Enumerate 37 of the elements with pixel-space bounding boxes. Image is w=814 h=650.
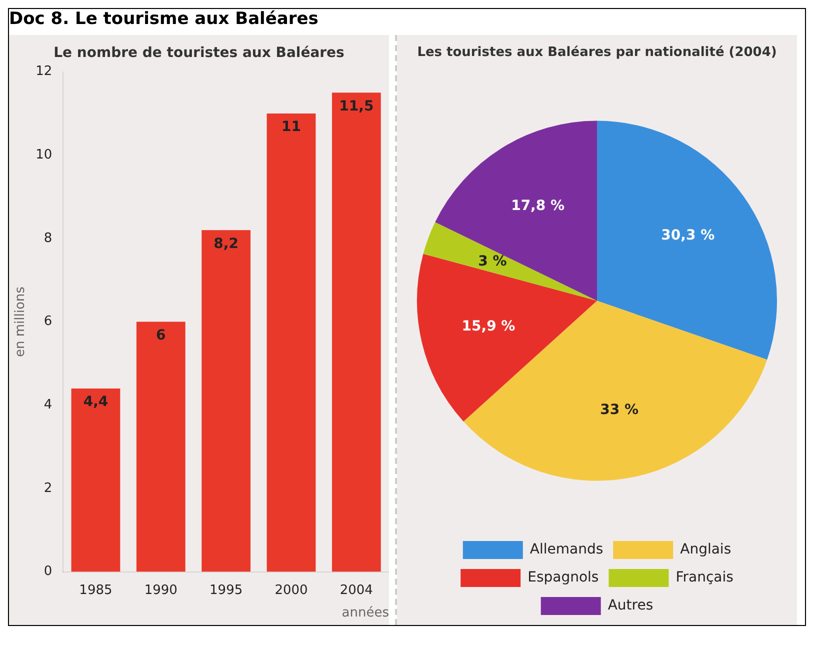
legend-label: Espagnols: [528, 570, 599, 586]
chart-title: Le nombre de touristes aux Baléares: [54, 45, 344, 62]
y-tick-label: 12: [36, 64, 52, 80]
x-tick-label: 1985: [79, 582, 112, 598]
data-label: 30,3 %: [661, 228, 715, 244]
text: Doc 8. Le tourisme aux Baléares: [9, 9, 320, 31]
bar: [71, 388, 120, 572]
data-label: 11: [282, 119, 301, 136]
y-tick-label: 6: [44, 314, 52, 330]
chart-title: Les touristes aux Baléares par nationalité (2004): [417, 45, 777, 60]
data-label: 33 %: [600, 402, 638, 418]
legend-label: Français: [676, 570, 734, 586]
y-tick-label: 0: [44, 564, 52, 580]
y-tick-label: 4: [44, 398, 52, 413]
bar: [202, 230, 251, 572]
x-tick-label: 2000: [274, 582, 308, 598]
y-tick-label: 2: [44, 480, 52, 496]
legend-label: Autres: [608, 598, 654, 614]
data-label: 15,9 %: [462, 318, 516, 334]
x-tick-label: 1990: [144, 582, 178, 598]
data-label: 8,2: [214, 236, 238, 252]
x-axis-title: années: [342, 606, 390, 621]
bar: [266, 113, 316, 572]
data-label: 4,4: [83, 394, 108, 410]
x-tick-label: 2004: [340, 582, 373, 598]
x-tick-label: 1995: [210, 582, 243, 598]
data-label: 11,5: [339, 98, 374, 114]
data-label: 3 %: [478, 253, 507, 270]
y-axis-title: en millions: [13, 286, 28, 358]
legend-label: Allemands: [530, 542, 604, 558]
bar: [332, 92, 381, 572]
y-tick-label: 8: [44, 230, 52, 246]
bar: [136, 322, 186, 572]
data-label: 6: [156, 327, 166, 344]
data-label: 17,8 %: [511, 198, 565, 214]
y-tick-label: 10: [36, 148, 52, 163]
legend-label: Anglais: [680, 542, 732, 558]
